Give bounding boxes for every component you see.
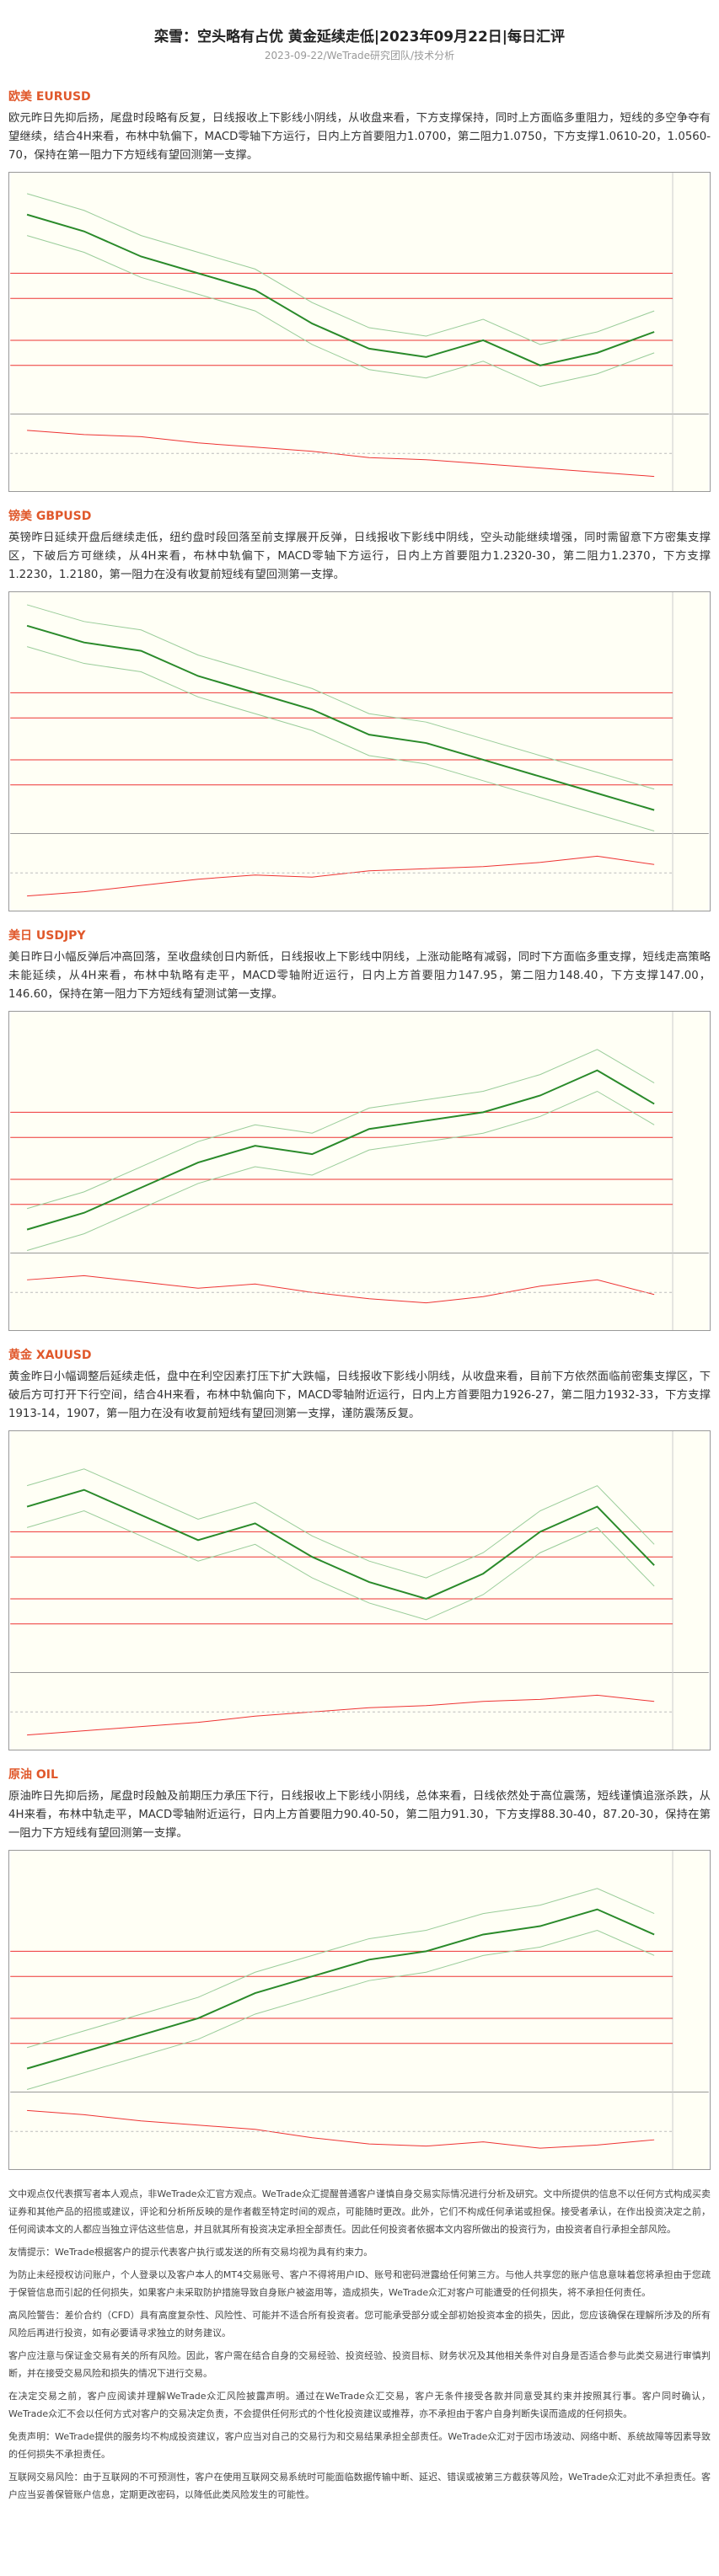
title: 栾雪：空头略有占优 黄金延续走低|2023年09月22日|每日汇评 [154,29,565,45]
disclaimer-paragraph: 友情提示：WeTrade根据客户的提示代表客户执行或发送的所有交易均视为具有约束… [8,2247,373,2258]
disclaimer-paragraph: 客户应注意与保证金交易有关的所有风险。因此，客户需在结合自身的交易经验、投资经验… [8,2350,711,2379]
section: 美日 USDJPY 美日昨日小幅反弹后冲高回落，至收盘续创日内新低，日线报收上下影… [8,927,711,1331]
disclaimer-paragraph: 高风险警告：差价合约（CFD）具有高度复杂性、风险性、可能并不适合所有投资者。您… [8,2310,711,2338]
section-heading: 原油 OIL [8,1768,58,1782]
disclaimer-paragraph: 在决定交易之前，客户应阅读并理解WeTrade众汇风险披露声明。通过在WeTra… [8,2391,711,2419]
section-text: 黄金昨日小幅调整后延续走低，盘中在利空因素打压下扩大跌幅，日线报收下影线小阴线，… [8,1371,711,1420]
section: 黄金 XAUUSD 黄金昨日小幅调整后延续走低，盘中在利空因素打压下扩大跌幅，日线… [8,1346,711,1750]
section-heading: 美日 USDJPY [8,929,86,943]
meta: 2023-09-22/WeTrade研究团队/技术分析 [264,50,455,61]
section: 原油 OIL 原油昨日先抑后扬，尾盘时段触及前期压力承压下行，日线报收上下影线小阴… [8,1766,711,2170]
chart-image [8,1430,711,1750]
section-text: 美日昨日小幅反弹后冲高回落，至收盘续创日内新低，日线报收上下影线中阴线，上涨动能… [8,951,711,1001]
disclaimer-paragraph: 文中观点仅代表撰写者本人观点，非WeTrade众汇官方观点。WeTrade众汇提… [8,2189,711,2235]
disclaimer-paragraph: 为防止未经授权访问账户，个人登录以及客户本人的MT4交易账号、客户不得将用户ID… [8,2269,711,2298]
disclaimer-paragraph: 互联网交易风险：由于互联网的不可预测性，客户在使用互联网交易系统时可能面临数据传… [8,2472,711,2500]
article: 栾雪：空头略有占优 黄金延续走低|2023年09月22日|每日汇评 2023-0… [8,29,711,2504]
disclaimer: 文中观点仅代表撰写者本人观点，非WeTrade众汇官方观点。WeTrade众汇提… [8,2185,711,2504]
section-heading: 欧美 EURUSD [8,90,91,104]
section: 镑美 GBPUSD 英镑昨日延续开盘后继续走低，纽约盘时段回落至前支撑展开反弹，日… [8,507,711,911]
section-text: 英镑昨日延续开盘后继续走低，纽约盘时段回落至前支撑展开反弹，日线报收下影线中阴线… [8,532,711,581]
sections: 欧美 EURUSD 欧元昨日先抑后扬，尾盘时段略有反复，日线报收上下影线小阴线，从… [8,88,711,2170]
section-heading: 镑美 GBPUSD [8,510,92,523]
chart-image [8,1850,711,2170]
section-text: 原油昨日先抑后扬，尾盘时段触及前期压力承压下行，日线报收上下影线小阴线，总体来看… [8,1790,711,1840]
disclaimer-paragraph: 免责声明：WeTrade提供的服务均不构成投资建议，客户应当对自己的交易行为和交… [8,2431,711,2460]
section: 欧美 EURUSD 欧元昨日先抑后扬，尾盘时段略有反复，日线报收上下影线小阴线，从… [8,88,711,492]
section-heading: 黄金 XAUUSD [8,1349,92,1362]
section-text: 欧元昨日先抑后扬，尾盘时段略有反复，日线报收上下影线小阴线，从收盘来看，下方支撑… [8,112,711,162]
chart-image [8,172,711,492]
chart-image [8,591,711,911]
chart-image [8,1011,711,1331]
